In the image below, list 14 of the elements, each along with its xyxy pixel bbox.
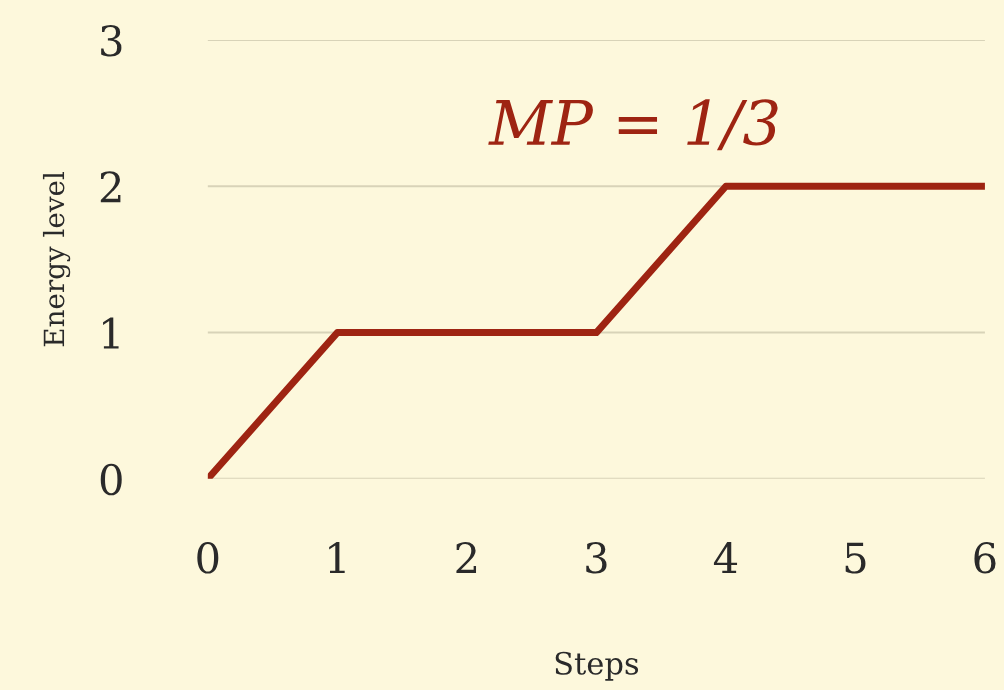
x-tick-label: 3 [586,542,607,574]
y-tick-label: 0 [100,463,122,496]
x-tick-label: 6 [974,542,996,574]
y-tick-label: 2 [100,171,121,203]
y-axis-title: Energy level [42,172,71,347]
x-axis-title: Steps [555,651,639,681]
y-tick-label: 3 [101,24,122,57]
x-tick-label: 1 [329,542,345,574]
y-tick-label: 1 [103,317,119,349]
x-tick-label: 2 [456,542,477,574]
x-tick-label: 4 [713,542,738,574]
x-tick-label: 0 [197,542,219,574]
x-tick-label: 5 [845,542,866,574]
annotation: MP = 1/3 [488,99,778,151]
